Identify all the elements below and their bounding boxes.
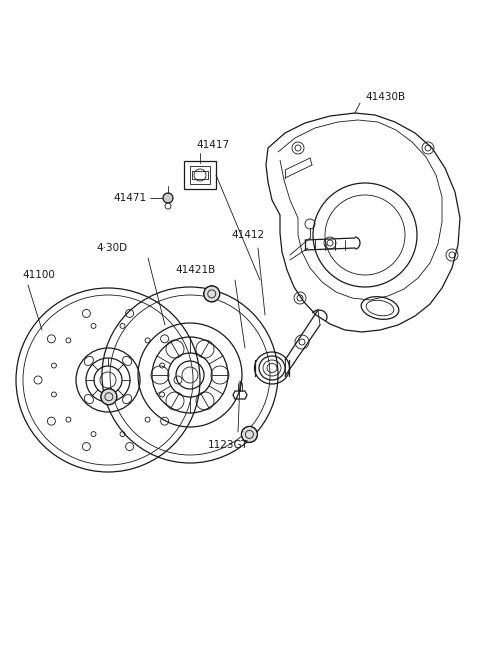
Text: 41417: 41417	[196, 140, 229, 150]
Circle shape	[204, 286, 220, 302]
Text: 1123GT: 1123GT	[208, 440, 248, 450]
Text: 41421B: 41421B	[176, 265, 216, 275]
Circle shape	[241, 426, 257, 442]
Circle shape	[163, 193, 173, 203]
Text: 41430B: 41430B	[365, 92, 405, 102]
Text: 41471: 41471	[113, 193, 146, 203]
Text: 41412: 41412	[231, 230, 264, 240]
Text: 4·30D: 4·30D	[96, 243, 128, 253]
Text: 41100: 41100	[22, 270, 55, 280]
Circle shape	[101, 389, 117, 405]
